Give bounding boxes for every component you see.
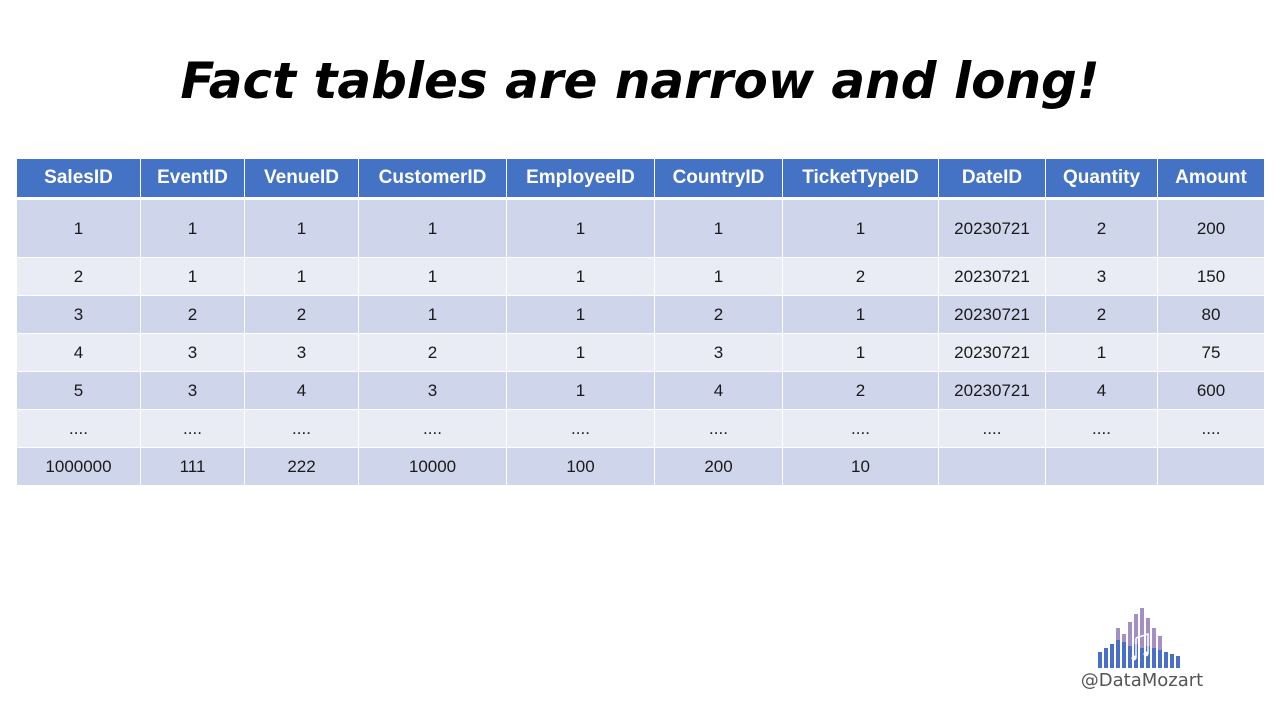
table-cell (1157, 447, 1265, 486)
table-cell: 20230721 (938, 371, 1046, 410)
slide-title: Fact tables are narrow and long! (180, 52, 1100, 110)
table-cell: 20230721 (938, 198, 1046, 258)
column-header-employeeid: EmployeeID (506, 158, 655, 200)
column-header-quantity: Quantity (1045, 158, 1158, 200)
logo-handle: @DataMozart (1080, 670, 1204, 691)
table-cell: 150 (1157, 257, 1265, 296)
column-header-salesid: SalesID (16, 158, 141, 200)
table-cell: 600 (1157, 371, 1265, 410)
table-cell: 1 (16, 198, 141, 258)
table-cell: 1 (506, 295, 655, 334)
table-cell: 2 (358, 333, 507, 372)
table-cell: 80 (1157, 295, 1265, 334)
datamozart-logo: @DataMozart (1072, 604, 1212, 704)
table-row-ellipsis: .... .... .... .... .... .... .... .... … (16, 409, 1265, 448)
table-cell (938, 447, 1046, 486)
table-cell: 1 (782, 198, 939, 258)
table-cell: 2 (1045, 198, 1158, 258)
table-cell: 20230721 (938, 333, 1046, 372)
table-cell: 1 (244, 257, 359, 296)
table-cell: 3 (16, 295, 141, 334)
column-header-dateid: DateID (938, 158, 1046, 200)
table-cell: 4 (244, 371, 359, 410)
table-cell: 1 (358, 257, 507, 296)
table-cell: 3 (140, 371, 245, 410)
table-cell: 2 (654, 295, 783, 334)
table-cell: .... (782, 409, 939, 448)
table-cell: 1 (506, 333, 655, 372)
table-cell: 1 (358, 198, 507, 258)
table-cell: 75 (1157, 333, 1265, 372)
column-header-eventid: EventID (140, 158, 245, 200)
table-cell: 5 (16, 371, 141, 410)
table-cell: 2 (140, 295, 245, 334)
table-cell: 10 (782, 447, 939, 486)
table-cell: 10000 (358, 447, 507, 486)
table-cell: 2 (782, 371, 939, 410)
table-cell: 20230721 (938, 257, 1046, 296)
table-cell: .... (358, 409, 507, 448)
table-cell: 1 (782, 333, 939, 372)
table-cell: 1 (140, 198, 245, 258)
table-cell: 2 (16, 257, 141, 296)
table-cell: 222 (244, 447, 359, 486)
table-cell: 4 (1045, 371, 1158, 410)
table-cell: 1 (654, 257, 783, 296)
table-cell: 1 (358, 295, 507, 334)
table-row: 1000000 111 222 10000 100 200 10 (16, 447, 1265, 486)
column-header-amount: Amount (1157, 158, 1265, 200)
column-header-tickettypeid: TicketTypeID (782, 158, 939, 200)
table-cell: 200 (1157, 198, 1265, 258)
table-cell: 2 (782, 257, 939, 296)
table-row: 5 3 4 3 1 4 2 20230721 4 600 (16, 371, 1265, 410)
table-cell: .... (654, 409, 783, 448)
table-cell: 3 (358, 371, 507, 410)
table-cell: .... (140, 409, 245, 448)
table-row: 2 1 1 1 1 1 2 20230721 3 150 (16, 257, 1265, 296)
table-cell: 1 (782, 295, 939, 334)
table-cell: 1000000 (16, 447, 141, 486)
table-cell: 4 (16, 333, 141, 372)
table-row: 1 1 1 1 1 1 1 20230721 2 200 (16, 198, 1265, 258)
table-row: 3 2 2 1 1 2 1 20230721 2 80 (16, 295, 1265, 334)
column-header-venueid: VenueID (244, 158, 359, 200)
table-cell: 100 (506, 447, 655, 486)
table-cell: .... (1045, 409, 1158, 448)
table-cell: 4 (654, 371, 783, 410)
column-header-customerid: CustomerID (358, 158, 507, 200)
table-cell: .... (1157, 409, 1265, 448)
table-cell: 1 (506, 371, 655, 410)
table-cell: .... (244, 409, 359, 448)
table-cell: 1 (506, 198, 655, 258)
column-header-countryid: CountryID (654, 158, 783, 200)
table-cell: .... (938, 409, 1046, 448)
table-cell: 2 (244, 295, 359, 334)
table-cell: 3 (654, 333, 783, 372)
table-cell: 3 (1045, 257, 1158, 296)
datamozart-logo-icon (1098, 608, 1180, 668)
fact-table: SalesID EventID VenueID CustomerID Emplo… (16, 158, 1265, 486)
table-cell: .... (506, 409, 655, 448)
table-header-row: SalesID EventID VenueID CustomerID Emplo… (16, 158, 1265, 200)
table-cell: .... (16, 409, 141, 448)
table-cell: 1 (506, 257, 655, 296)
table-cell (1045, 447, 1158, 486)
table-cell: 1 (244, 198, 359, 258)
table-cell: 3 (244, 333, 359, 372)
table-cell: 20230721 (938, 295, 1046, 334)
table-cell: 200 (654, 447, 783, 486)
table-cell: 111 (140, 447, 245, 486)
table-cell: 1 (654, 198, 783, 258)
table-row: 4 3 3 2 1 3 1 20230721 1 75 (16, 333, 1265, 372)
table-cell: 2 (1045, 295, 1158, 334)
table-cell: 1 (1045, 333, 1158, 372)
table-cell: 1 (140, 257, 245, 296)
table-cell: 3 (140, 333, 245, 372)
